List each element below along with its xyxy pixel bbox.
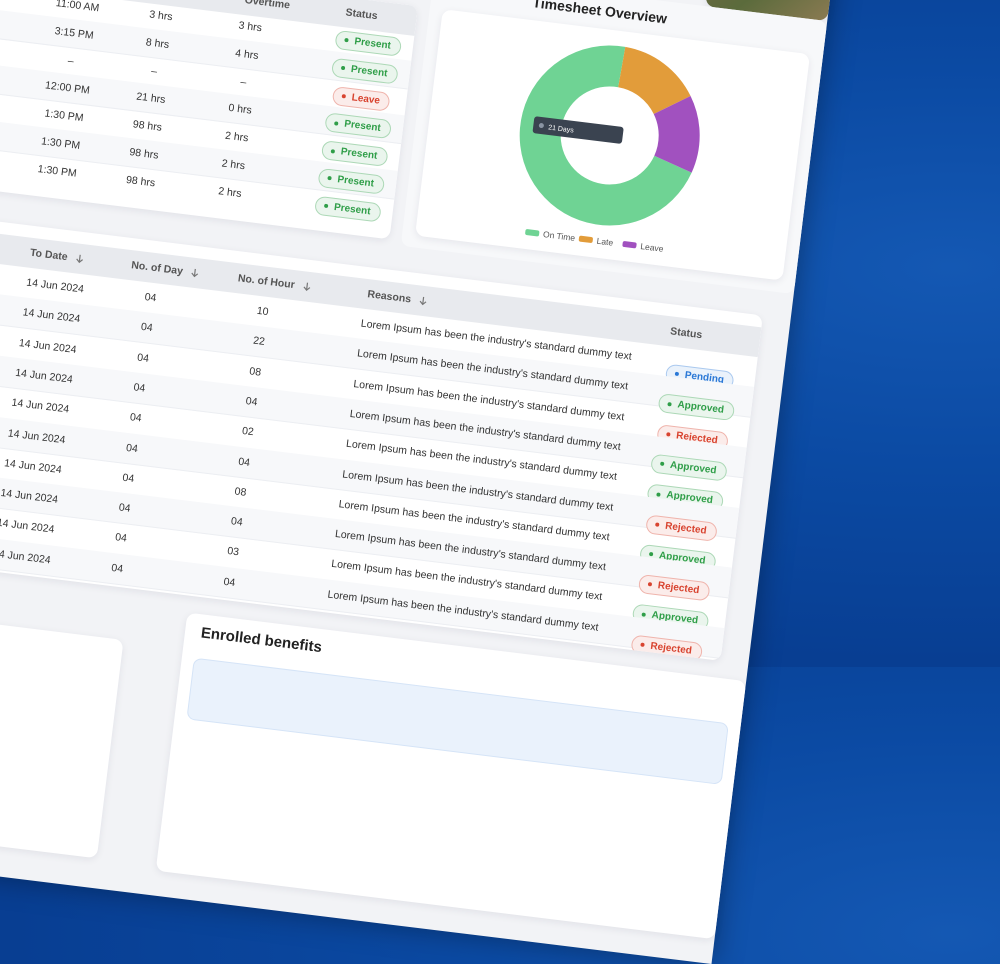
info-card <box>0 593 124 859</box>
table-cell: 11:00 AM <box>55 0 100 15</box>
status-dot <box>344 38 349 43</box>
table-cell: 04 <box>125 441 139 455</box>
donut-slice <box>653 96 700 173</box>
timesheet-card: Timesheet Overview 21 Days On Time Late Lea… <box>400 0 828 295</box>
table-cell: 04 <box>110 561 124 576</box>
status-text: Leave <box>351 91 381 107</box>
donut-slice <box>618 46 691 114</box>
status-dot <box>330 148 336 154</box>
table-cell: 3 hrs <box>237 19 263 35</box>
table-cell: – <box>67 54 75 68</box>
status-text: Present <box>343 118 382 135</box>
table-cell: 14 Jun 2024 <box>0 517 55 537</box>
legend-label: On Time <box>543 229 576 243</box>
table-cell: 2 hrs <box>224 129 250 145</box>
status-dot <box>647 582 653 587</box>
table-cell: – <box>150 64 158 78</box>
status-text: Present <box>333 201 372 218</box>
sort-icon[interactable] <box>302 281 311 292</box>
sort-icon[interactable] <box>419 296 428 307</box>
sort-icon[interactable] <box>75 253 84 264</box>
status-dot <box>641 612 646 617</box>
status-text: Present <box>350 63 389 80</box>
legend-label: Late <box>596 236 614 248</box>
chart-box: 21 Days On Time Late Leave <box>415 9 811 281</box>
table-cell: 04 <box>136 351 150 365</box>
status-dot <box>655 522 660 527</box>
status-badge: Present <box>314 195 382 223</box>
status-dot <box>340 65 346 71</box>
table-cell: 10 <box>256 304 270 319</box>
status-dot <box>674 372 680 377</box>
table-cell: 04 <box>121 471 135 485</box>
table-cell: 98 hrs <box>125 173 156 190</box>
status-dot <box>659 461 665 467</box>
status-text: Present <box>336 174 375 190</box>
table-cell: 04 <box>245 395 259 409</box>
status-text: Present <box>340 146 378 162</box>
status-dot <box>323 203 329 209</box>
table-cell: 22 <box>252 334 266 349</box>
tooltip-text: 21 Days <box>548 124 575 134</box>
table-cell: 08 <box>248 364 262 379</box>
table-cell: 14 Jun 2024 <box>3 456 63 476</box>
tooltip-box <box>532 116 624 144</box>
sort-icon[interactable] <box>190 267 199 278</box>
table-cell: 04 <box>129 411 143 425</box>
status-text: Present <box>353 36 392 52</box>
status-text: Approved <box>676 399 725 417</box>
table-cell: – <box>239 75 248 89</box>
status-text: Rejected <box>657 580 700 597</box>
donut-chart: 21 Days On Time Late Leave <box>519 45 700 254</box>
table-cell: 04 <box>230 515 244 529</box>
table-cell: 14 Jun 2024 <box>10 396 70 416</box>
table-cell: 14 Jun 2024 <box>25 276 85 296</box>
status-text: Rejected <box>664 520 708 537</box>
status-dot <box>656 491 661 497</box>
status-dot <box>334 121 339 126</box>
table-cell: 98 hrs <box>132 118 163 134</box>
legend-swatch <box>525 229 540 237</box>
tooltip-dot <box>538 123 544 129</box>
table-cell: 1:30 PM <box>43 107 85 125</box>
table-cell: 3 hrs <box>148 8 174 24</box>
table-cell: 08 <box>233 485 248 499</box>
status-text: Approved <box>669 459 718 477</box>
table-cell: 04 <box>222 575 236 589</box>
status-dot <box>667 401 672 407</box>
table-cell: 04 <box>140 321 154 335</box>
table-cell: 03 <box>226 545 240 559</box>
benefits-card: Enrolled benefits <box>155 612 747 940</box>
benefit-item <box>186 657 729 785</box>
status-dot <box>648 552 654 557</box>
table-cell: 04 <box>132 381 146 395</box>
table-cell: 04 <box>118 501 132 515</box>
table-cell: 2 hrs <box>217 185 243 200</box>
table-cell: 04 <box>143 291 158 305</box>
benefits-title: Enrolled benefits <box>199 624 323 657</box>
table-cell: 1:30 PM <box>37 162 78 180</box>
table-cell: 04 <box>114 531 128 545</box>
status-text: Rejected <box>649 640 693 657</box>
table-cell: 04 <box>237 455 251 469</box>
legend-label: Leave <box>640 241 664 254</box>
legend-swatch <box>578 235 593 243</box>
table-cell: 14 Jun 2024 <box>18 336 78 356</box>
status-dot <box>327 176 332 181</box>
donut-slice <box>519 45 692 226</box>
legend-swatch <box>622 241 637 249</box>
status-dot <box>666 432 671 437</box>
attendance-card: Overtime Status 11:00 AM 3 hrs 3 hrs Present 3… <box>0 0 419 240</box>
leave-card: To Date No. of Day No. of Hour Reasons Statu… <box>0 196 763 661</box>
status-dot <box>640 642 645 648</box>
dashboard-page: Overtime Status 11:00 AM 3 hrs 3 hrs Present 3… <box>0 0 846 964</box>
status-dot <box>341 93 347 99</box>
table-cell: 02 <box>241 425 255 439</box>
